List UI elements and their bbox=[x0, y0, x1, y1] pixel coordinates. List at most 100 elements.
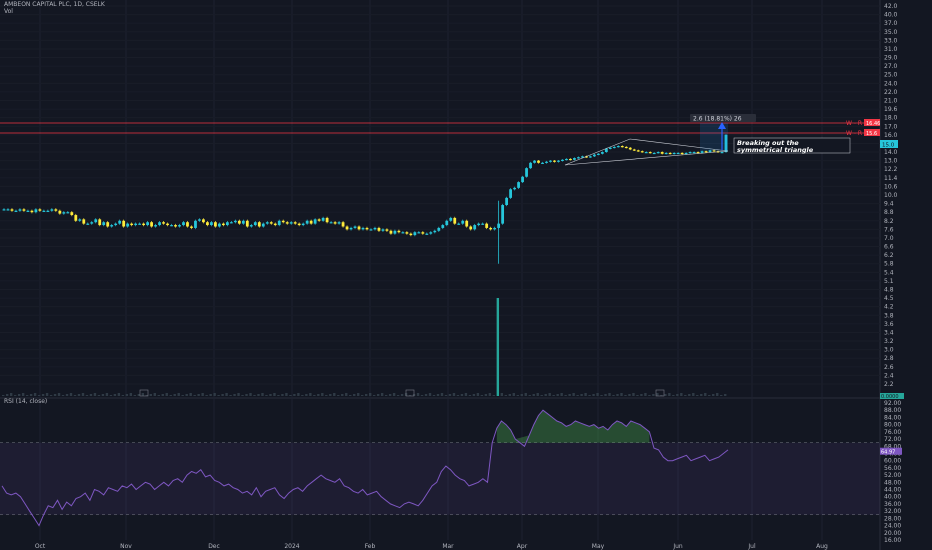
candle-body bbox=[225, 222, 229, 226]
rsi-line bbox=[1, 409, 729, 527]
volume-bar bbox=[464, 393, 468, 396]
last-price-box bbox=[880, 140, 898, 148]
candle-body bbox=[521, 176, 524, 183]
candle-body bbox=[525, 168, 528, 177]
volume-bar bbox=[548, 393, 551, 396]
candle-body bbox=[636, 150, 640, 152]
candle-body bbox=[401, 232, 405, 234]
candle-body bbox=[237, 220, 241, 224]
volume-bar bbox=[524, 393, 527, 396]
volume-bar bbox=[664, 394, 667, 396]
candle-body bbox=[309, 220, 313, 224]
price-axis-label: 7.6 bbox=[884, 226, 894, 233]
candle-body bbox=[620, 146, 624, 148]
volume-bar bbox=[205, 395, 208, 396]
volume-bar bbox=[77, 394, 81, 396]
volume-bar bbox=[69, 393, 73, 396]
candle-body bbox=[14, 210, 18, 212]
candle-body bbox=[26, 210, 30, 212]
volume-bar bbox=[432, 395, 436, 396]
x-tick-label: May bbox=[592, 543, 605, 550]
volume-bar bbox=[416, 393, 420, 396]
volume-bar bbox=[105, 393, 109, 396]
candle-body bbox=[692, 152, 696, 154]
candle-body bbox=[632, 149, 636, 151]
candle-body bbox=[122, 220, 126, 227]
volume-bar bbox=[456, 395, 460, 396]
volume-bar bbox=[620, 393, 623, 396]
candle-body bbox=[501, 205, 505, 224]
candle-body bbox=[134, 223, 138, 226]
price-axis-label: 12.2 bbox=[884, 166, 898, 173]
candle-body bbox=[457, 223, 461, 225]
volume-bar bbox=[357, 393, 360, 396]
volume-bar bbox=[424, 394, 428, 396]
volume-bar bbox=[532, 394, 535, 396]
candle-body bbox=[612, 146, 616, 149]
event-marker bbox=[139, 389, 149, 397]
candle-body bbox=[541, 162, 544, 164]
candle-body bbox=[397, 230, 401, 233]
candle-body bbox=[417, 232, 421, 234]
candle-body bbox=[285, 222, 289, 224]
volume-bar bbox=[93, 393, 97, 396]
volume-bar bbox=[109, 395, 113, 396]
volume-bar bbox=[536, 393, 539, 396]
rsi-axis-label: 72.00 bbox=[884, 436, 901, 443]
candle-body bbox=[569, 158, 572, 161]
candle-body bbox=[409, 233, 413, 236]
candle-body bbox=[481, 223, 485, 225]
rsi-legend: RSI (14, close) bbox=[4, 398, 48, 405]
volume-bar bbox=[137, 394, 141, 396]
candle-body bbox=[281, 220, 285, 223]
candle-body bbox=[513, 187, 516, 190]
volume-bar bbox=[676, 394, 679, 396]
volume-bar bbox=[321, 393, 324, 396]
candle-body bbox=[433, 230, 437, 233]
candle-body bbox=[74, 215, 78, 221]
candle-body bbox=[265, 222, 269, 224]
volume-bar bbox=[392, 393, 396, 396]
volume-bar bbox=[716, 393, 719, 396]
volume-bar bbox=[400, 394, 404, 396]
event-marker bbox=[655, 389, 665, 397]
volume-bar bbox=[157, 395, 160, 396]
volume-bar bbox=[616, 394, 619, 396]
candle-body bbox=[373, 227, 377, 230]
rsi-axis-label: 48.00 bbox=[884, 479, 901, 486]
candle-body bbox=[700, 151, 704, 153]
candle-body bbox=[561, 159, 564, 161]
volume-bar bbox=[540, 395, 543, 396]
x-tick-label: Jul bbox=[747, 543, 756, 550]
candle-body bbox=[377, 227, 381, 231]
volume-bar bbox=[564, 395, 567, 396]
volume-bar bbox=[5, 394, 9, 396]
volume-bar bbox=[504, 395, 508, 396]
volume-bar bbox=[384, 395, 388, 396]
price-axis-label: 6.2 bbox=[884, 252, 894, 259]
price-axis-label: 2.2 bbox=[884, 381, 894, 388]
volume-bar bbox=[89, 394, 93, 396]
candle-body bbox=[505, 197, 509, 206]
volume-bar bbox=[57, 393, 61, 396]
price-axis-label: 33.0 bbox=[884, 37, 898, 44]
volume-bar bbox=[9, 393, 13, 396]
candle-body bbox=[86, 223, 90, 225]
candle-body bbox=[329, 222, 333, 224]
volume-bar bbox=[628, 394, 631, 396]
x-tick-label: Feb bbox=[365, 543, 376, 550]
x-tick-label: Nov bbox=[120, 543, 132, 550]
candle-body bbox=[429, 232, 433, 234]
price-axis-label: 6.6 bbox=[884, 244, 894, 251]
candle-body bbox=[509, 189, 512, 198]
volume-bar bbox=[257, 394, 260, 396]
volume-axis-label: 0.0000 bbox=[881, 394, 899, 400]
volume-bar bbox=[596, 393, 599, 396]
price-axis-label: 3.2 bbox=[884, 338, 894, 345]
candle-body bbox=[393, 230, 397, 234]
volume-bar bbox=[368, 393, 372, 396]
volume-bar bbox=[528, 395, 531, 396]
volume-bar bbox=[273, 393, 276, 396]
